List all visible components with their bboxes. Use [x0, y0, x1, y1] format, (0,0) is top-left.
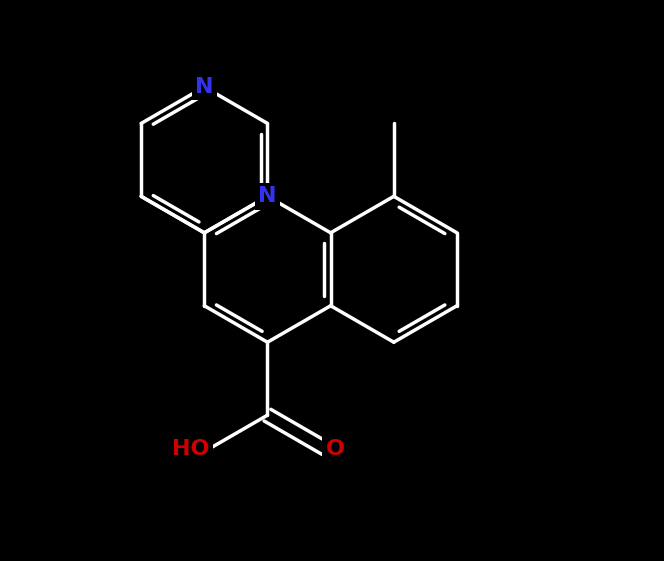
Text: N: N	[195, 77, 214, 97]
Text: O: O	[325, 439, 345, 459]
Text: N: N	[258, 186, 277, 206]
Text: HO: HO	[172, 439, 209, 459]
